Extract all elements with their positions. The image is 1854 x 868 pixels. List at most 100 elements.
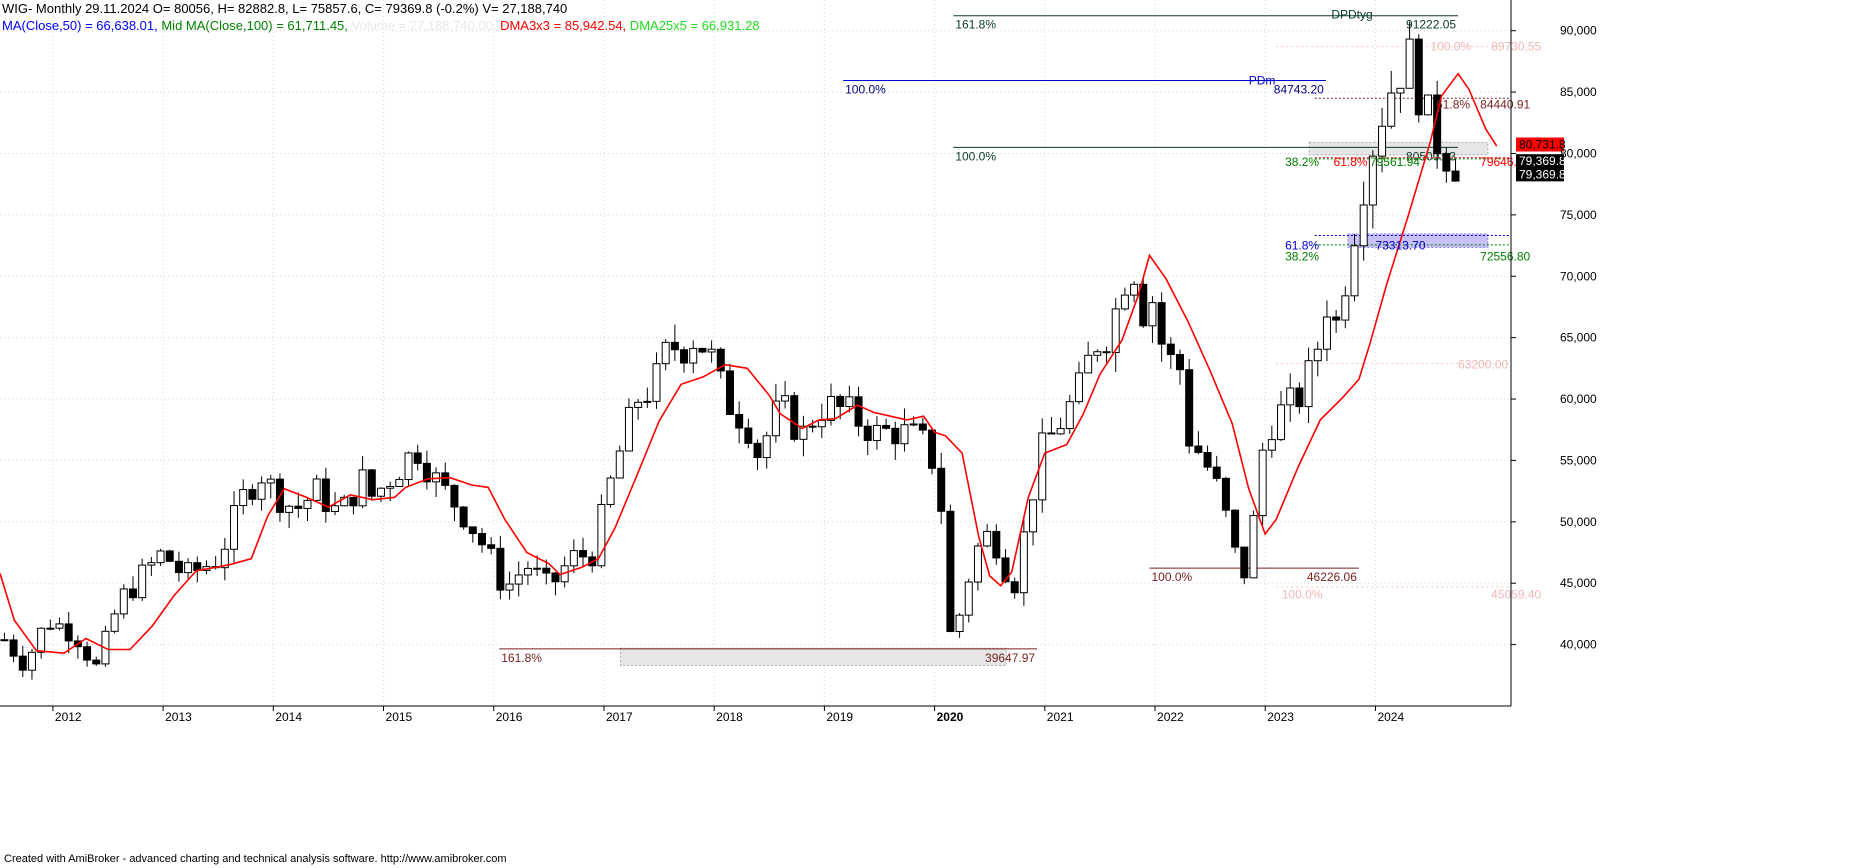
candle-body [1433,94,1442,155]
candle-body [569,550,578,567]
candle-body [533,567,542,570]
candle-body [1139,283,1148,327]
candle-body [128,588,137,599]
candle-body [799,425,808,440]
candle-body [1378,125,1387,157]
price-tag-label: 79,369.8 [1519,167,1566,181]
candle-body [404,452,413,481]
chart-annotation: 45059.40 [1491,587,1541,601]
candle-body [670,341,679,351]
candle-body [1322,316,1331,350]
candle-body [285,505,294,513]
candle-body [1212,466,1221,479]
candle-body [643,400,652,403]
candle-body [505,583,514,591]
chart-annotation: 38.2% [1285,250,1319,264]
y-tick-label: 50,000 [1560,515,1597,529]
candle-body [1111,308,1120,354]
candle-body [1120,294,1129,310]
candle-body [1387,92,1396,127]
x-tick-label: 2017 [606,710,633,724]
candle-body [257,482,266,500]
candle-body [523,567,532,576]
chart-annotation: DPDtyg [1331,8,1372,22]
candle-body [92,659,101,665]
fib-level-value: 91222.05 [1406,18,1456,32]
candle-body [468,526,477,535]
chart-header-ohlc: WIG- Monthly 29.11.2024 O= 80056, H= 828… [2,1,567,16]
candle-body [1130,283,1139,296]
y-tick-label: 75,000 [1560,208,1597,222]
fib-level-pct: 100.0% [955,149,996,163]
candle-body [1194,445,1203,454]
candle-body [248,489,257,500]
candle-body [1203,452,1212,468]
candle-body [762,435,771,459]
target-zone-lower [619,647,1007,666]
y-tick-label: 45,000 [1560,576,1597,590]
candle-body [184,562,193,574]
candle-body [27,651,36,671]
chart-annotation: 73313.70 [1375,239,1425,253]
price-tag-label: 80,731.8 [1519,138,1566,152]
x-tick-label: 2013 [165,710,192,724]
candle-body [1405,38,1414,89]
candle-body [854,396,863,427]
candle-body [983,530,992,547]
series-line-dma3x3 [0,72,1498,655]
candle-body [579,550,588,558]
candle-body [1451,170,1460,182]
candle-body [321,478,330,513]
x-tick-label: 2022 [1157,710,1184,724]
candle-body [1148,302,1157,327]
candle-body [174,560,183,574]
x-tick-label: 2012 [55,710,82,724]
candle-body [395,479,404,487]
candle-body [1277,404,1286,441]
candle-body [340,496,349,507]
x-tick-label: 2020 [937,710,964,724]
candle-body [1313,348,1322,362]
candle-body [744,427,753,444]
candle-body [836,395,845,407]
candle-body [266,478,275,484]
candle-body [193,562,202,571]
candle-body [386,485,395,489]
candle-body [973,545,982,583]
fib-level-value: 84743.20 [1274,83,1324,97]
candle-body [1047,432,1056,435]
candle-body [1084,354,1093,374]
x-tick-label: 2019 [826,710,853,724]
candle-body [900,424,909,445]
candle-body [138,564,147,599]
candle-body [110,613,119,632]
price-tag-bg [1516,137,1564,152]
candle-body [1396,87,1405,94]
target-zone-mid [1347,233,1489,248]
candle-body [294,505,303,509]
candle-body [1332,316,1341,321]
candle-body [1093,351,1102,356]
candle-body [1304,360,1313,408]
x-tick-label: 2018 [716,710,743,724]
chart-annotation: 100.0% [1282,587,1323,601]
y-tick-label: 40,000 [1560,638,1597,652]
chart-annotation: 72556.80 [1480,250,1530,264]
candle-body [514,574,523,585]
candle-body [735,413,744,429]
candle-body [1368,155,1377,206]
candle-body [83,646,92,661]
candle-body [753,442,762,459]
candle-body [1359,204,1368,247]
candle-body [808,425,817,428]
chart-annotation: 79561.94 [1370,155,1420,169]
candle-body [239,489,248,507]
candle-body [413,452,422,464]
footer-credit: Created with AmiBroker - advanced charti… [4,853,507,865]
y-tick-label: 90,000 [1560,24,1597,38]
candle-body [1267,439,1276,451]
candle-body [459,506,468,528]
candle-body [496,547,505,591]
chart-annotation: PDm [1249,74,1276,88]
